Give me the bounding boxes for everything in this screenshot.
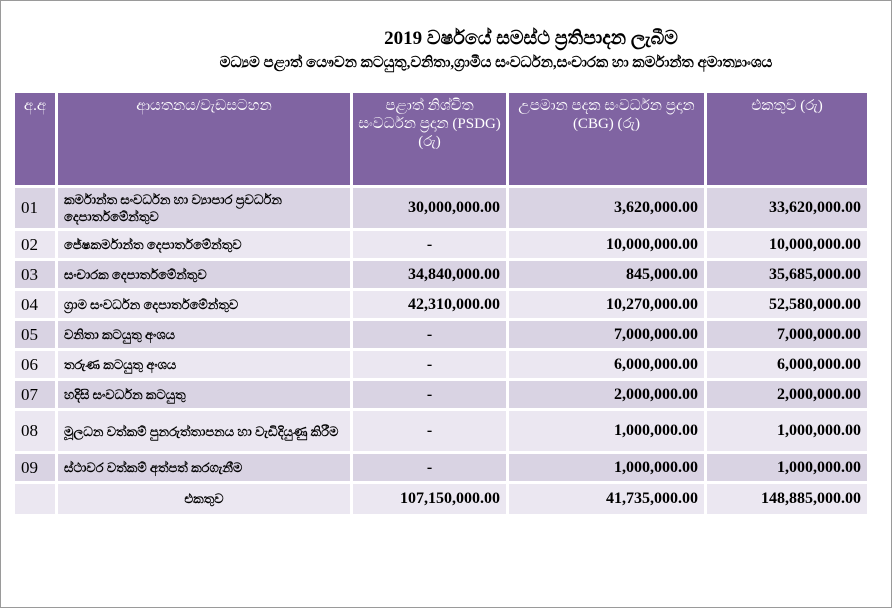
allocation-table: අ.අ ආයතනය/වැඩසටහන පළාත් නිශ්චිත සංවර්ධන … bbox=[12, 90, 870, 517]
totals-cbg: 41,735,000.00 bbox=[509, 484, 704, 514]
row-total: 33,620,000.00 bbox=[707, 188, 867, 228]
table-row: 04 ග්‍රාම සංවර්ධන දෙපාර්තමේන්තුව 42,310,… bbox=[15, 291, 867, 318]
row-psdg: - bbox=[353, 351, 506, 378]
row-total: 1,000,000.00 bbox=[707, 411, 867, 451]
row-total: 35,685,000.00 bbox=[707, 261, 867, 288]
row-total: 7,000,000.00 bbox=[707, 321, 867, 348]
row-number: 02 bbox=[15, 231, 55, 258]
row-name: සංචාරක දෙපාර්තමේන්තුව bbox=[58, 261, 350, 288]
row-cbg: 1,000,000.00 bbox=[509, 454, 704, 481]
row-name: කර්මාන්ත සංවර්ධන හා ව්‍යාපාර ප්‍රවර්ධන ද… bbox=[58, 188, 350, 228]
table-row: 02 ජේෂකර්මාන්ත දෙපාර්තමේන්තුව - 10,000,0… bbox=[15, 231, 867, 258]
table-row: 01 කර්මාන්ත සංවර්ධන හා ව්‍යාපාර ප්‍රවර්ධ… bbox=[15, 188, 867, 228]
table-row: 06 තරුණ කටයුතු අංශය - 6,000,000.00 6,000… bbox=[15, 351, 867, 378]
row-cbg: 10,000,000.00 bbox=[509, 231, 704, 258]
col-header-psdg: පළාත් නිශ්චිත සංවර්ධන ප්‍රදාන (PSDG) (රු… bbox=[353, 93, 506, 185]
row-name: ස්ථාවර වත්කම් අත්පත් කරගැනීම bbox=[58, 454, 350, 481]
row-cbg: 2,000,000.00 bbox=[509, 381, 704, 408]
row-psdg: - bbox=[353, 454, 506, 481]
row-psdg: - bbox=[353, 231, 506, 258]
row-name: ග්‍රාම සංවර්ධන දෙපාර්තමේන්තුව bbox=[58, 291, 350, 318]
row-cbg: 845,000.00 bbox=[509, 261, 704, 288]
row-cbg: 3,620,000.00 bbox=[509, 188, 704, 228]
table-row: 07 හදිසි සංවර්ධන කටයුතු - 2,000,000.00 2… bbox=[15, 381, 867, 408]
row-name: මූලධන වත්කම් පුනරුත්තාපනය හා වැඩිදියුණු … bbox=[58, 411, 350, 451]
row-name: තරුණ කටයුතු අංශය bbox=[58, 351, 350, 378]
row-number: 07 bbox=[15, 381, 55, 408]
row-number: 08 bbox=[15, 411, 55, 451]
row-psdg: 34,840,000.00 bbox=[353, 261, 506, 288]
row-cbg: 6,000,000.00 bbox=[509, 351, 704, 378]
row-total: 10,000,000.00 bbox=[707, 231, 867, 258]
table-row: 09 ස්ථාවර වත්කම් අත්පත් කරගැනීම - 1,000,… bbox=[15, 454, 867, 481]
totals-label: එකතුව bbox=[58, 484, 350, 514]
row-psdg: 42,310,000.00 bbox=[353, 291, 506, 318]
row-psdg: - bbox=[353, 321, 506, 348]
col-header-no: අ.අ bbox=[15, 93, 55, 185]
row-psdg: 30,000,000.00 bbox=[353, 188, 506, 228]
table-row: 03 සංචාරක දෙපාර්තමේන්තුව 34,840,000.00 8… bbox=[15, 261, 867, 288]
row-total: 52,580,000.00 bbox=[707, 291, 867, 318]
row-number: 03 bbox=[15, 261, 55, 288]
row-psdg: - bbox=[353, 411, 506, 451]
totals-row: එකතුව 107,150,000.00 41,735,000.00 148,8… bbox=[15, 484, 867, 514]
table-row: 05 වනිතා කටයුතු අංශය - 7,000,000.00 7,00… bbox=[15, 321, 867, 348]
totals-psdg: 107,150,000.00 bbox=[353, 484, 506, 514]
row-name: වනිතා කටයුතු අංශය bbox=[58, 321, 350, 348]
row-cbg: 7,000,000.00 bbox=[509, 321, 704, 348]
row-cbg: 10,270,000.00 bbox=[509, 291, 704, 318]
row-number: 06 bbox=[15, 351, 55, 378]
row-number: 04 bbox=[15, 291, 55, 318]
row-name: ජේෂකර්මාන්ත දෙපාර්තමේන්තුව bbox=[58, 231, 350, 258]
row-total: 6,000,000.00 bbox=[707, 351, 867, 378]
table-header-row: අ.අ ආයතනය/වැඩසටහන පළාත් නිශ්චිත සංවර්ධන … bbox=[15, 93, 867, 185]
totals-empty-cell bbox=[15, 484, 55, 514]
col-header-cbg: උපමාන පදක සංවර්ධන ප්‍රදාන (CBG) (රු) bbox=[509, 93, 704, 185]
row-number: 09 bbox=[15, 454, 55, 481]
col-header-name: ආයතනය/වැඩසටහන bbox=[58, 93, 350, 185]
row-psdg: - bbox=[353, 381, 506, 408]
col-header-total: එකතුව (රු) bbox=[707, 93, 867, 185]
row-total: 1,000,000.00 bbox=[707, 454, 867, 481]
document-title: 2019 වර්ෂයේ සමස්ථ ප්‍රතිපාදන ලැබීම bbox=[384, 28, 678, 49]
row-total: 2,000,000.00 bbox=[707, 381, 867, 408]
row-number: 01 bbox=[15, 188, 55, 228]
row-number: 05 bbox=[15, 321, 55, 348]
totals-total: 148,885,000.00 bbox=[707, 484, 867, 514]
document-subtitle: මධ්‍යම පළාත් යෞවන කටයුතු,වනිතා,ග්‍රාමීය … bbox=[219, 55, 773, 71]
row-cbg: 1,000,000.00 bbox=[509, 411, 704, 451]
table-row: 08 මූලධන වත්කම් පුනරුත්තාපනය හා වැඩිදියු… bbox=[15, 411, 867, 451]
row-name: හදිසි සංවර්ධන කටයුතු bbox=[58, 381, 350, 408]
